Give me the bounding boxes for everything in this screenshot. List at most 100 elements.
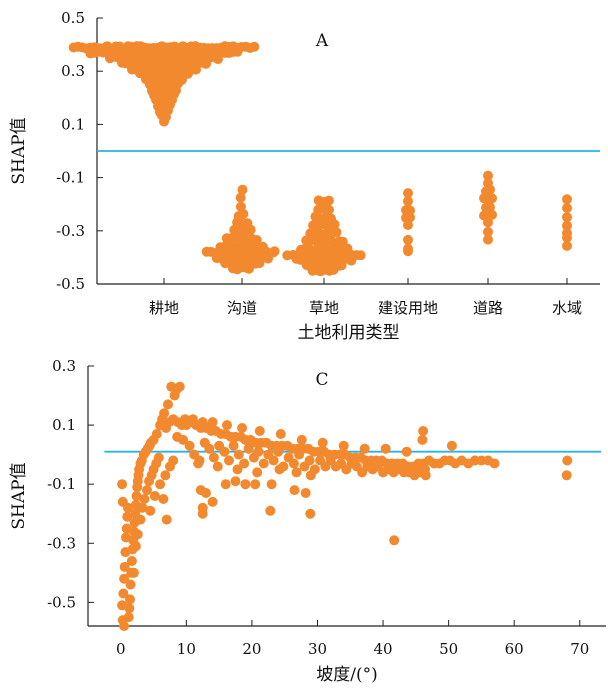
panel-c-point	[233, 449, 244, 460]
panel-a-point-水域	[562, 240, 572, 251]
panel-c-point	[207, 417, 218, 428]
panel-a-category-label: 水域	[552, 299, 582, 317]
panel-a-point-水域	[562, 220, 572, 231]
panel-a-point-草地	[331, 227, 342, 238]
panel-c-point	[380, 443, 391, 454]
panel-c-point	[224, 455, 234, 466]
panel-c-point	[338, 440, 349, 451]
panel-a-point-沟道	[235, 192, 246, 203]
panel-c-point	[139, 494, 150, 504]
panel-c-point	[253, 446, 264, 457]
panel-a-point-道路	[483, 234, 493, 245]
panel-c-point	[294, 449, 305, 460]
panel-c-point	[195, 485, 206, 496]
panel-c-point	[163, 399, 173, 410]
panel-a-point-耕地	[213, 54, 223, 65]
panel-c-x-tick-label: 60	[505, 640, 524, 658]
panel-c-point	[304, 455, 315, 466]
panel-c-point	[149, 491, 160, 501]
panel-c-point	[220, 479, 231, 490]
panel-a-point-建设用地	[405, 212, 415, 223]
panel-a-y-tick-label: -0.3	[56, 222, 85, 240]
panel-c-point	[300, 488, 311, 498]
panel-c-point	[131, 491, 142, 501]
panel-c-point	[240, 479, 251, 490]
panel-a-point-建设用地	[403, 246, 413, 257]
panel-a-category-label: 沟道	[227, 299, 257, 317]
panel-c-point	[128, 567, 139, 578]
panel-c-point	[207, 496, 218, 507]
panel-c-point	[291, 467, 302, 478]
panel-a-point-沟道	[254, 258, 265, 269]
panel-a-point-建设用地	[403, 188, 413, 199]
panel-c-x-tick-label: 50	[439, 640, 458, 658]
panel-c-point	[258, 458, 269, 469]
panel-a-category-label: 建设用地	[378, 299, 438, 317]
panel-c-point	[132, 529, 143, 540]
panel-c-y-tick-label: -0.5	[47, 593, 76, 611]
panel-a-category-label: 耕地	[149, 299, 179, 317]
panel-c-y-axis-title: SHAP值	[9, 462, 29, 529]
panel-c-point	[296, 434, 307, 445]
panel-a-point-道路	[483, 170, 493, 181]
panel-c-point	[561, 470, 572, 481]
panel-a-y-tick-label: 0.3	[61, 62, 85, 80]
panel-a-category-label: 草地	[309, 299, 339, 317]
panel-c-point	[359, 443, 370, 454]
panel-c-point	[268, 455, 279, 466]
panel-c-label: C	[315, 370, 328, 390]
panel-c-point	[168, 455, 179, 466]
panel-a-point-耕地	[249, 41, 260, 52]
panel-c-point	[174, 381, 185, 392]
panel-c-point	[118, 588, 129, 599]
panel-c-point	[317, 437, 328, 448]
panel-c-point	[212, 461, 223, 472]
panel-c-point	[239, 458, 250, 469]
panel-c-point	[197, 417, 208, 428]
panel-c-point	[145, 437, 156, 448]
panel-a-y-tick-label: -0.5	[56, 275, 85, 293]
panel-c-point	[153, 452, 164, 463]
panel-c-slope-shap: 0.3 0.1 -0.1 -0.3 -0.5 0 10 20 30 40 50 60 70 SHAP值坡度…	[9, 357, 606, 685]
panel-c-point	[117, 615, 128, 626]
panel-c-point	[142, 485, 152, 496]
panel-c-point	[122, 511, 133, 522]
panel-c-point	[135, 514, 146, 525]
panel-c-point	[389, 535, 400, 546]
panel-c-point	[222, 420, 232, 431]
panel-a-point-草地	[329, 219, 340, 230]
panel-a-y-tick-label: -0.1	[56, 169, 85, 187]
panel-c-point	[117, 496, 128, 507]
panel-c-point	[184, 440, 195, 451]
panel-a-point-草地	[324, 204, 334, 215]
panel-c-point	[228, 440, 239, 451]
panel-a-point-草地	[328, 264, 339, 275]
panel-c-point	[204, 443, 215, 454]
panel-a-point-草地	[336, 260, 347, 271]
panel-c-point	[172, 431, 183, 442]
panel-a-point-草地	[355, 250, 366, 261]
panel-c-y-tick-label: -0.1	[47, 475, 76, 493]
panel-c-point	[145, 505, 156, 516]
panel-c-point	[137, 502, 148, 513]
panel-c-point	[119, 561, 130, 572]
panel-c-point	[125, 579, 136, 590]
panel-c-x-tick-label: 0	[116, 640, 126, 658]
panel-c-point	[169, 390, 180, 401]
panel-c-point	[237, 423, 248, 433]
panel-c-point	[230, 476, 241, 487]
panel-c-point	[489, 458, 500, 469]
panel-a-point-耕地	[191, 64, 201, 75]
panel-a-x-axis-title: 土地利用类型	[298, 323, 400, 343]
panel-a-point-建设用地	[403, 196, 413, 207]
panel-c-point	[125, 594, 135, 605]
panel-c-point	[117, 479, 128, 490]
panel-a-point-道路	[485, 184, 495, 195]
panel-c-point	[130, 541, 141, 552]
panel-a-point-道路	[487, 193, 497, 204]
panel-c-point	[161, 514, 172, 525]
panel-c-y-tick-label: 0.3	[52, 357, 76, 375]
panel-a-point-草地	[323, 195, 334, 206]
